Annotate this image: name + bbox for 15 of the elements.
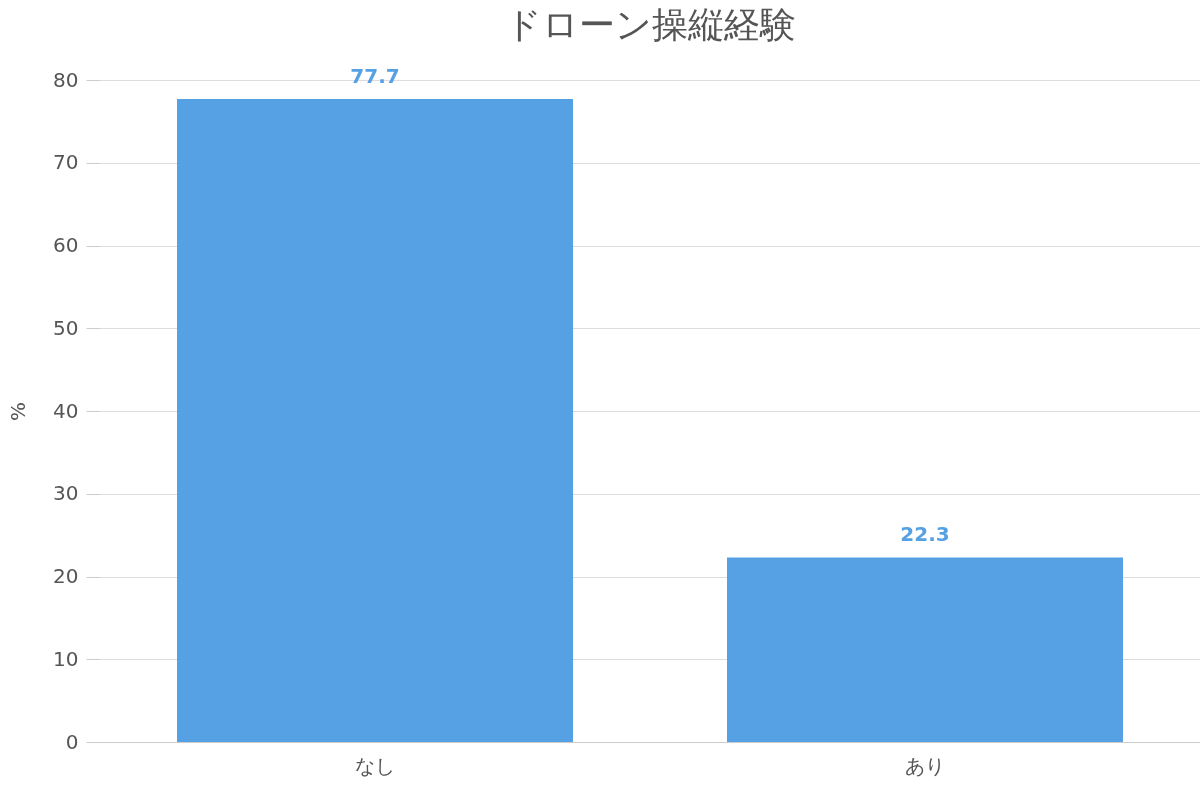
x-tick-label: あり (905, 753, 945, 778)
y-tick-label: 20 (53, 564, 79, 588)
y-tick-label: 80 (53, 67, 79, 92)
y-axis-title: % (6, 401, 31, 422)
y-tick-label: 10 (53, 646, 79, 671)
data-label: 77.7 (350, 64, 400, 89)
y-tick-label: 60 (53, 233, 79, 257)
y-tick-label: 50 (53, 315, 79, 340)
y-tick-label: 40 (53, 398, 79, 423)
y-tick-label: 70 (53, 150, 79, 175)
x-tick-label: なし (355, 753, 395, 778)
chart-title: ドローン操縦経験 (504, 4, 796, 46)
y-tick-label: 30 (53, 481, 79, 506)
y-tick-label: 0 (65, 729, 79, 754)
data-label: 22.3 (900, 522, 950, 547)
